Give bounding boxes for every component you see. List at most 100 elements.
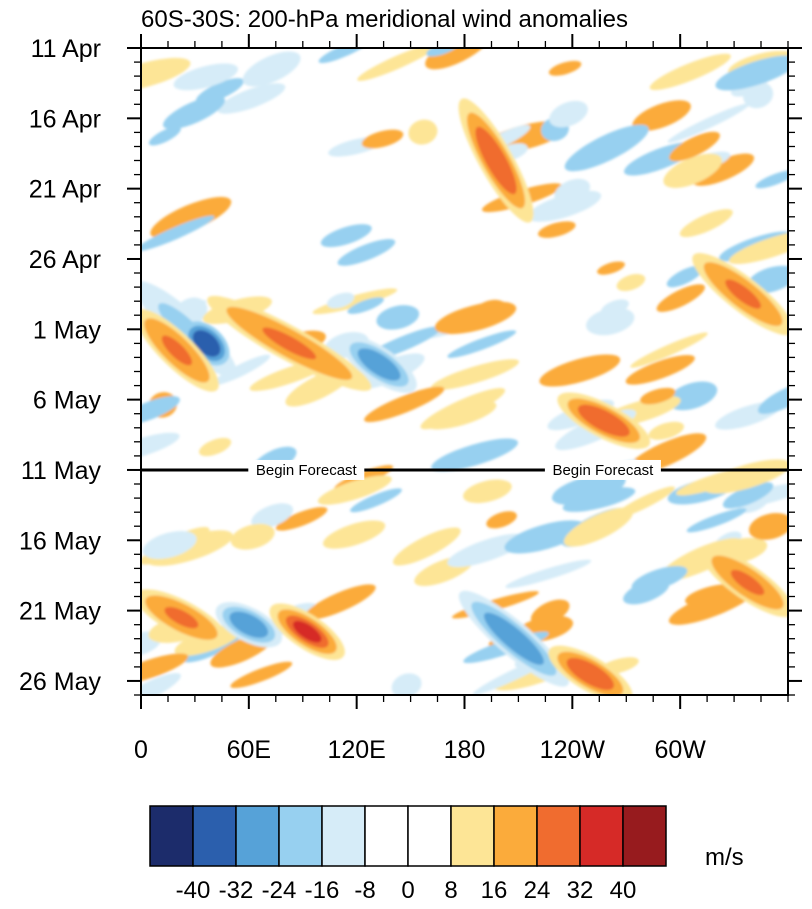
y-axis: 11 Apr 16 Apr 21 Apr 26 Apr 1 May 6 May 11 May… [19,35,802,696]
anomaly-patch [640,387,676,405]
anomaly-patch [685,583,742,606]
anomaly-patch [163,95,225,130]
anomaly-patch [393,527,461,566]
colorbar-swatch [235,805,280,867]
anomaly-patch [755,170,788,189]
anomaly-patch [318,48,371,64]
colorbar-tick-label: 32 [567,877,594,904]
anomaly-patch [426,400,497,430]
anomaly-patch [666,265,703,288]
anomaly-patch [748,512,788,540]
anomaly-patch [275,506,328,531]
anomaly-streak [586,410,621,432]
anomaly-patch [722,482,774,509]
colorbar-tick-label: -32 [219,877,254,904]
anomaly-patch [597,261,625,275]
anomaly-streak [196,333,217,353]
anomaly-patch [431,438,518,472]
colorbar-swatch [407,805,452,867]
colorbar-tick-label: 24 [524,877,551,904]
colorbar-tick-label: -16 [305,877,340,904]
colorbar-swatch [579,805,624,867]
anomaly-patch [447,533,527,568]
colorbar-tick-label: -24 [262,877,297,904]
anomaly-streak [235,615,263,634]
anomaly-patch [150,196,232,239]
anomaly-patch [304,584,376,620]
anomaly-patch [148,126,181,146]
y-tick-label: 1 May [33,316,102,344]
anomaly-patch [350,488,402,513]
chart-title: 60S-30S: 200-hPa meridional wind anomali… [141,6,628,33]
forecast-label: Begin Forecast [552,462,654,479]
anomaly-patch [326,292,355,309]
anomaly-patch [562,487,636,512]
anomaly-patch [564,124,649,172]
x-tick-label: 0 [134,736,148,764]
anomaly-patch [230,661,293,689]
anomaly-streak [161,335,193,366]
anomaly-patch [320,224,372,248]
colorbar-swatch [321,805,366,867]
anomaly-patch [323,520,386,549]
anomaly-streak [262,327,317,360]
anomaly-patch [212,354,271,386]
anomaly-patch [667,381,718,411]
anomaly-patch [376,305,420,330]
colorbar-tick-label: -40 [176,877,211,904]
colorbar-tick-label: 0 [401,877,414,904]
y-tick-label: 21 Apr [29,176,101,204]
anomaly-patch [656,284,705,312]
y-tick-label: 11 Apr [31,35,101,63]
anomaly-patch [391,673,422,695]
anomaly-patch [539,354,621,387]
x-tick-label: 120E [327,736,385,764]
anomaly-patch [142,531,197,559]
begin-forecast-marker: Begin Forecast Begin Forecast [141,459,788,480]
y-tick-label: 11 May [21,457,102,485]
anomaly-patch [527,190,602,222]
anomaly-streak [164,606,199,629]
anomaly-streak [574,663,606,685]
y-tick-label: 16 Apr [29,105,101,133]
anomaly-streak [292,620,322,643]
anomaly-patch [728,230,788,265]
colorbar-tick-label: 40 [610,877,637,904]
anomaly-patch [600,299,629,316]
forecast-label-background [248,459,365,480]
anomaly-patch [616,273,646,292]
anomaly-patch [486,511,517,529]
colorbar-swatch [622,805,667,867]
anomaly-patch [679,209,733,238]
anomaly-patch [361,129,404,149]
anomaly-patch [317,475,392,505]
anomaly-patch [703,459,788,494]
x-tick-label: 120W [540,736,606,764]
anomaly-patch [141,215,215,252]
colorbar-swatch [493,805,538,867]
forecast-label: Begin Forecast [256,462,358,479]
colorbar-tick-label: 16 [481,877,508,904]
anomaly-patch [563,507,633,547]
anomaly-patch [425,48,491,70]
anomaly-patch [141,396,180,425]
anomaly-patch [141,57,191,92]
colorbar-units: m/s [705,844,744,871]
colorbar-swatch [364,805,409,867]
colorbar-swatch [450,805,495,867]
anomaly-patch [686,508,747,533]
y-tick-label: 26 May [19,668,101,696]
y-tick-label: 16 May [19,527,101,555]
anomaly-streak [364,353,394,376]
forecast-label-background [544,459,661,480]
anomaly-patch [548,60,582,76]
colorbar-swatch [149,805,194,867]
anomaly-patch [715,55,788,91]
x-tick-label: 60W [654,736,706,764]
anomaly-patch [463,479,512,504]
anomaly-streak [482,139,510,182]
anomaly-patch [549,100,588,128]
anomaly-patch [364,386,445,423]
colorbar: -40 -32 -24 -16 -8 0 8 16 24 32 40 [149,805,667,904]
